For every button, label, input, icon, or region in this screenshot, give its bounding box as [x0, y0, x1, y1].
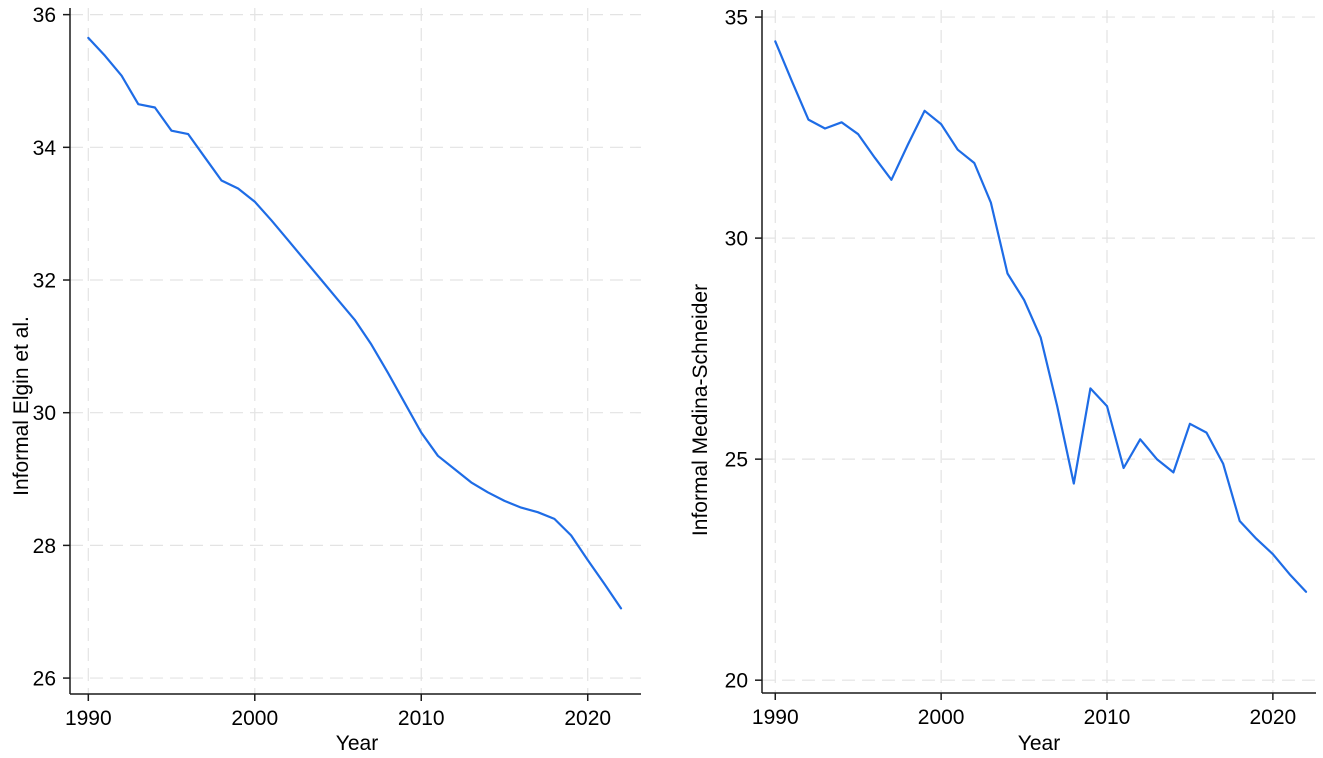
- x-tick-label: 2010: [1084, 706, 1131, 729]
- x-tick-label: 2020: [564, 707, 611, 730]
- x-tick-label: 1990: [752, 706, 799, 729]
- chart-informal-elgin: 26 28 30 32 34 36 1990 2000 2010 2020 Informal El…: [0, 0, 660, 758]
- x-tick-label: 2010: [398, 707, 445, 730]
- plot-medina-schneider-canvas: 20 25 30 35 1990 2000 2010 2020: [725, 7, 1316, 729]
- y-axis-title-elgin: Informal Elgin et al.: [10, 316, 33, 496]
- y-tick-label: 30: [33, 402, 56, 425]
- y-tick-label: 34: [33, 137, 57, 160]
- plot-elgin-canvas: 26 28 30 32 34 36 1990 2000 2010 2020: [33, 4, 641, 730]
- y-tick-label: 30: [725, 228, 748, 251]
- x-axis-title-medina-schneider: Year: [1017, 732, 1061, 755]
- y-tick-label: 32: [33, 270, 56, 293]
- x-axis-title-elgin: Year: [335, 732, 379, 755]
- y-tick-label: 36: [33, 4, 56, 27]
- y-axis-title-medina-schneider: Informal Medina-Schneider: [689, 283, 712, 537]
- x-tick-label: 2000: [231, 707, 278, 730]
- y-tick-label: 25: [725, 449, 748, 472]
- x-tick-label: 2020: [1250, 706, 1297, 729]
- x-tick-label: 2000: [918, 706, 965, 729]
- x-tick-label: 1990: [65, 707, 112, 730]
- chart-informal-medina-schneider: 20 25 30 35 1990 2000 2010 2020 Informal Medina…: [660, 0, 1323, 758]
- y-tick-label: 26: [33, 668, 56, 691]
- y-tick-label: 28: [33, 535, 56, 558]
- y-tick-label: 20: [725, 670, 748, 693]
- data-series-line: [774, 40, 1308, 593]
- y-tick-label: 35: [725, 7, 748, 30]
- data-series-line: [87, 36, 623, 610]
